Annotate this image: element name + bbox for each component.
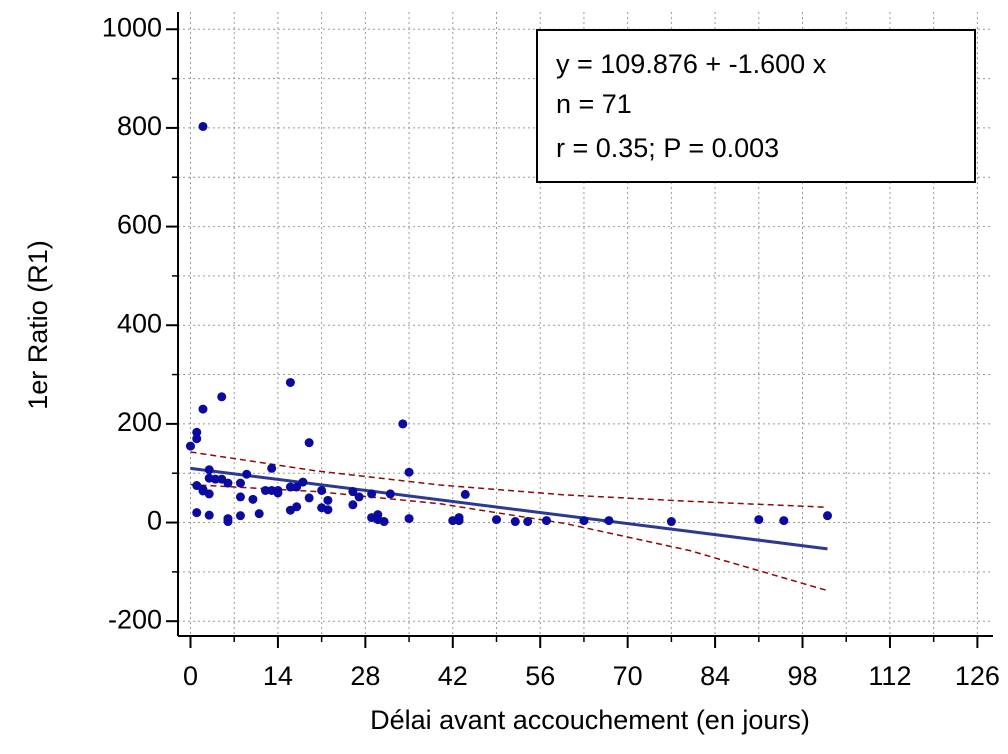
point: [192, 508, 202, 518]
point: [260, 485, 270, 495]
x-tick-label: 56: [525, 661, 555, 691]
point: [754, 515, 764, 525]
y-axis-title: 1er Ratio (R1): [23, 240, 53, 410]
point: [204, 465, 214, 475]
point: [523, 517, 533, 527]
annotation: r = 0.35; P = 0.003: [556, 133, 779, 163]
x-tick-label: 84: [700, 661, 730, 691]
point: [223, 517, 233, 527]
y-tick-label: 800: [117, 111, 162, 141]
point: [404, 467, 414, 477]
point: [198, 404, 208, 414]
x-tick-label: 0: [183, 661, 198, 691]
x-tick-label: 42: [438, 661, 468, 691]
point: [541, 516, 551, 526]
y-tick-label: 0: [147, 506, 162, 536]
y-tick-label: -200: [108, 604, 162, 634]
point: [292, 502, 302, 512]
point: [210, 474, 220, 484]
point: [292, 482, 302, 492]
point: [242, 469, 252, 479]
annotation: y = 109.876 + -1.600 x: [556, 49, 827, 79]
point: [285, 482, 295, 492]
regression-line: [190, 466, 828, 551]
point: [398, 419, 408, 429]
point: [666, 517, 676, 527]
point: [460, 489, 470, 499]
confidence-band: [190, 451, 828, 509]
x-tick-label: 112: [868, 661, 911, 691]
point: [198, 121, 208, 131]
point: [192, 427, 202, 437]
point: [323, 495, 333, 505]
point: [454, 516, 464, 526]
point: [235, 492, 245, 502]
point: [192, 434, 202, 444]
point: [492, 515, 502, 525]
point: [385, 489, 395, 499]
point: [248, 494, 258, 504]
point: [823, 511, 833, 521]
point: [304, 438, 314, 448]
point: [235, 478, 245, 488]
point: [204, 510, 214, 520]
point: [317, 485, 327, 495]
x-tick-label: 28: [350, 661, 380, 691]
point: [323, 505, 333, 515]
x-tick-label: 14: [263, 661, 293, 691]
point: [235, 511, 245, 521]
point: [223, 478, 233, 488]
y-tick-label: 1000: [102, 12, 162, 42]
point: [348, 486, 358, 496]
point: [217, 392, 227, 402]
point: [367, 489, 377, 499]
point: [604, 516, 614, 526]
point: [304, 493, 314, 503]
point: [298, 477, 308, 487]
point: [185, 441, 195, 451]
x-tick-label: 126: [955, 661, 1000, 691]
annotation-box: [536, 29, 976, 183]
point: [254, 509, 264, 519]
x-axis-title: Délai avant accouchement (en jours): [370, 705, 810, 735]
point: [779, 516, 789, 526]
y-tick-label: 400: [117, 308, 162, 338]
point: [204, 489, 214, 499]
point: [510, 517, 520, 527]
y-tick-label: 200: [117, 407, 162, 437]
x-tick-label: 98: [787, 661, 817, 691]
point: [354, 492, 364, 502]
point: [273, 488, 283, 498]
point: [267, 463, 277, 473]
y-tick-label: 600: [117, 210, 162, 240]
annotation: n = 71: [556, 89, 632, 119]
point: [348, 500, 358, 510]
point: [379, 517, 389, 527]
point: [579, 516, 589, 526]
point: [404, 514, 414, 524]
point: [285, 377, 295, 387]
x-tick-label: 70: [613, 661, 643, 691]
